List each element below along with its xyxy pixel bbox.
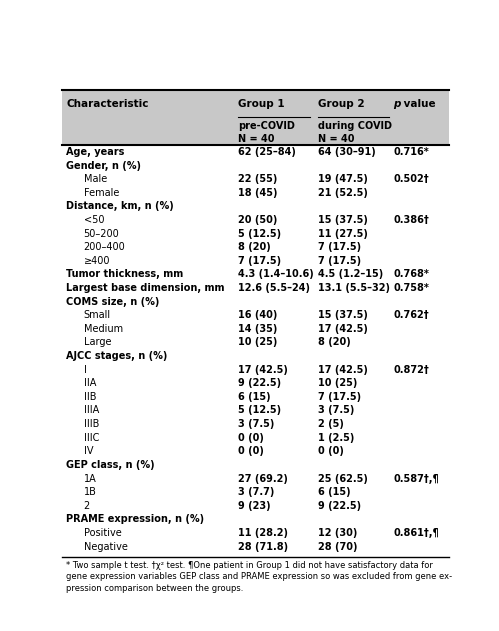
Text: 28 (70): 28 (70) xyxy=(318,541,357,551)
Text: 27 (69.2): 27 (69.2) xyxy=(239,473,288,483)
Text: 10 (25): 10 (25) xyxy=(318,378,357,388)
Text: 17 (42.5): 17 (42.5) xyxy=(239,365,288,375)
Text: IIIB: IIIB xyxy=(84,419,99,429)
Text: 0.716*: 0.716* xyxy=(393,147,429,157)
Text: ≥400: ≥400 xyxy=(84,256,110,266)
Text: IIIC: IIIC xyxy=(84,433,99,443)
Text: 3 (7.5): 3 (7.5) xyxy=(318,406,354,415)
Text: 20 (50): 20 (50) xyxy=(239,215,278,225)
Text: 0.861†,¶: 0.861†,¶ xyxy=(393,528,439,538)
Text: Small: Small xyxy=(84,310,111,321)
Text: 13.1 (5.5–32): 13.1 (5.5–32) xyxy=(318,283,390,293)
Text: 0.587†,¶: 0.587†,¶ xyxy=(393,473,439,483)
Text: IV: IV xyxy=(84,446,93,456)
Text: 200–400: 200–400 xyxy=(84,242,125,252)
Text: Tumor thickness, mm: Tumor thickness, mm xyxy=(66,269,184,280)
Text: 4.5 (1.2–15): 4.5 (1.2–15) xyxy=(318,269,383,280)
Text: 7 (17.5): 7 (17.5) xyxy=(239,256,281,266)
Text: 0.502†: 0.502† xyxy=(393,174,429,184)
Text: Large: Large xyxy=(84,338,111,348)
Text: AJCC stages, n (%): AJCC stages, n (%) xyxy=(66,351,168,361)
Text: 15 (37.5): 15 (37.5) xyxy=(318,215,367,225)
Text: 50–200: 50–200 xyxy=(84,228,119,239)
Text: during COVID
N = 40: during COVID N = 40 xyxy=(318,121,392,144)
Text: 0.768*: 0.768* xyxy=(393,269,429,280)
Text: 3 (7.5): 3 (7.5) xyxy=(239,419,275,429)
Text: 0.872†: 0.872† xyxy=(393,365,429,375)
Text: 5 (12.5): 5 (12.5) xyxy=(239,228,281,239)
Text: Male: Male xyxy=(84,174,107,184)
Text: 19 (47.5): 19 (47.5) xyxy=(318,174,367,184)
Text: 1 (2.5): 1 (2.5) xyxy=(318,433,354,443)
Text: Age, years: Age, years xyxy=(66,147,125,157)
Text: IIA: IIA xyxy=(84,378,96,388)
Text: 6 (15): 6 (15) xyxy=(318,487,350,497)
Text: 8 (20): 8 (20) xyxy=(239,242,271,252)
Bar xyxy=(62,90,449,145)
Text: 9 (22.5): 9 (22.5) xyxy=(318,501,361,510)
Text: 3 (7.7): 3 (7.7) xyxy=(239,487,275,497)
Text: Female: Female xyxy=(84,188,119,198)
Text: 16 (40): 16 (40) xyxy=(239,310,278,321)
Text: 9 (23): 9 (23) xyxy=(239,501,271,510)
Text: I: I xyxy=(84,365,86,375)
Text: 14 (35): 14 (35) xyxy=(239,324,278,334)
Text: 0.758*: 0.758* xyxy=(393,283,429,293)
Text: 1B: 1B xyxy=(84,487,96,497)
Text: 11 (27.5): 11 (27.5) xyxy=(318,228,367,239)
Text: IIB: IIB xyxy=(84,392,96,402)
Text: 17 (42.5): 17 (42.5) xyxy=(318,365,367,375)
Text: 15 (37.5): 15 (37.5) xyxy=(318,310,367,321)
Text: IIIA: IIIA xyxy=(84,406,99,415)
Text: 0.762†: 0.762† xyxy=(393,310,429,321)
Text: 22 (55): 22 (55) xyxy=(239,174,278,184)
Text: p: p xyxy=(393,98,400,109)
Text: Characteristic: Characteristic xyxy=(66,98,149,109)
Text: COMS size, n (%): COMS size, n (%) xyxy=(66,297,160,307)
Text: 17 (42.5): 17 (42.5) xyxy=(318,324,367,334)
Text: 0.386†: 0.386† xyxy=(393,215,429,225)
Text: Medium: Medium xyxy=(84,324,123,334)
Text: Negative: Negative xyxy=(84,541,128,551)
Text: pre-COVID
N = 40: pre-COVID N = 40 xyxy=(239,121,295,144)
Text: 0 (0): 0 (0) xyxy=(318,446,343,456)
Text: 62 (25–84): 62 (25–84) xyxy=(239,147,296,157)
Text: 6 (15): 6 (15) xyxy=(239,392,271,402)
Text: Gender, n (%): Gender, n (%) xyxy=(66,161,141,170)
Text: 0 (0): 0 (0) xyxy=(239,433,264,443)
Text: Distance, km, n (%): Distance, km, n (%) xyxy=(66,201,174,211)
Text: Group 2: Group 2 xyxy=(318,98,364,109)
Text: 64 (30–91): 64 (30–91) xyxy=(318,147,375,157)
Text: 12 (30): 12 (30) xyxy=(318,528,357,538)
Text: 8 (20): 8 (20) xyxy=(318,338,350,348)
Text: Largest base dimension, mm: Largest base dimension, mm xyxy=(66,283,225,293)
Text: 2: 2 xyxy=(84,501,90,510)
Text: 9 (22.5): 9 (22.5) xyxy=(239,378,281,388)
Text: 2 (5): 2 (5) xyxy=(318,419,343,429)
Text: 28 (71.8): 28 (71.8) xyxy=(239,541,288,551)
Text: 5 (12.5): 5 (12.5) xyxy=(239,406,281,415)
Text: 7 (17.5): 7 (17.5) xyxy=(318,242,361,252)
Text: PRAME expression, n (%): PRAME expression, n (%) xyxy=(66,514,205,524)
Text: Positive: Positive xyxy=(84,528,121,538)
Text: Group 1: Group 1 xyxy=(239,98,285,109)
Text: 11 (28.2): 11 (28.2) xyxy=(239,528,288,538)
Text: 4.3 (1.4–10.6): 4.3 (1.4–10.6) xyxy=(239,269,314,280)
Text: 7 (17.5): 7 (17.5) xyxy=(318,256,361,266)
Text: <50: <50 xyxy=(84,215,104,225)
Text: 7 (17.5): 7 (17.5) xyxy=(318,392,361,402)
Text: 12.6 (5.5–24): 12.6 (5.5–24) xyxy=(239,283,310,293)
Text: * Two sample t test. †χ² test. ¶One patient in Group 1 did not have satisfactory: * Two sample t test. †χ² test. ¶One pati… xyxy=(66,560,453,593)
Text: 18 (45): 18 (45) xyxy=(239,188,278,198)
Text: 1A: 1A xyxy=(84,473,96,483)
Text: 25 (62.5): 25 (62.5) xyxy=(318,473,367,483)
Text: GEP class, n (%): GEP class, n (%) xyxy=(66,460,155,470)
Text: value: value xyxy=(400,98,436,109)
Text: 0 (0): 0 (0) xyxy=(239,446,264,456)
Text: 21 (52.5): 21 (52.5) xyxy=(318,188,367,198)
Text: 10 (25): 10 (25) xyxy=(239,338,278,348)
